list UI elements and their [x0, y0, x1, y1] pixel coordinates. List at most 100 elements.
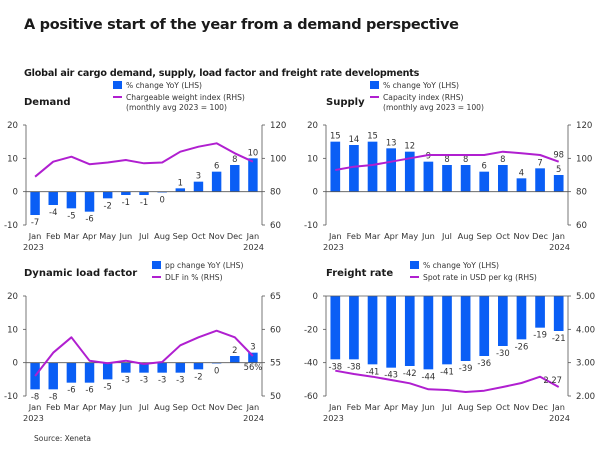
bar — [248, 158, 258, 192]
bar — [553, 296, 564, 331]
x-tick-label: Aug — [458, 231, 474, 241]
left-tick-label: 20 — [7, 292, 18, 302]
x-tick-label: Oct — [496, 402, 511, 412]
bar — [535, 168, 545, 192]
bar — [121, 191, 131, 195]
x-year-end-label: 2024 — [243, 242, 264, 252]
right-tick-label: 100 — [576, 154, 592, 164]
bar — [349, 145, 359, 192]
bar — [460, 296, 471, 361]
x-tick-label: Oct — [191, 402, 206, 412]
legend-label: % change YoY (LHS) — [126, 81, 202, 90]
bar-data-label: -43 — [384, 370, 398, 380]
bar-data-label: 4 — [519, 167, 524, 177]
bar-data-label: 7 — [537, 157, 542, 167]
x-year-end-label: 2024 — [549, 413, 570, 423]
x-tick-label: Mar — [365, 231, 381, 241]
legend-label: DLF in % (RHS) — [165, 273, 223, 282]
x-tick-label: Jan — [246, 231, 260, 241]
chart-title: Demand — [24, 97, 71, 108]
bar — [84, 191, 95, 212]
x-tick-label: Jan — [328, 402, 342, 412]
bar-data-label: -26 — [515, 341, 529, 351]
x-tick-label: Feb — [46, 402, 61, 412]
x-tick-label: Aug — [154, 231, 170, 241]
bar-data-label: -42 — [403, 368, 417, 378]
right-tick-label: 60 — [270, 325, 281, 335]
bar — [211, 171, 222, 192]
bar-data-label: -19 — [533, 330, 547, 340]
bar — [66, 191, 77, 209]
legend-bar-swatch — [370, 81, 379, 89]
x-tick-label: Nov — [209, 402, 225, 412]
bar — [121, 362, 131, 373]
x-tick-label: Apr — [384, 402, 399, 412]
left-tick-label: -10 — [304, 221, 318, 231]
bar — [193, 181, 204, 192]
x-tick-label: Feb — [46, 231, 61, 241]
bar-data-label: -3 — [176, 375, 184, 385]
legend-label: Spot rate in USD per kg (RHS) — [423, 273, 537, 282]
left-tick-label: 10 — [307, 154, 318, 164]
bar-data-label: 1 — [178, 177, 183, 187]
legend-bar-swatch — [152, 261, 161, 269]
bar — [139, 362, 149, 373]
bar — [175, 188, 186, 192]
x-tick-label: May — [99, 402, 116, 412]
bar-data-label: -38 — [328, 361, 342, 371]
page-subtitle: Global air cargo demand, supply, load fa… — [24, 68, 420, 79]
legend-label: (monthly avg 2023 = 100) — [126, 103, 227, 112]
left-tick-label: 10 — [7, 325, 18, 335]
x-tick-label: Mar — [365, 402, 381, 412]
bar — [84, 362, 95, 383]
bar — [404, 151, 415, 192]
right-tick-label: 50 — [270, 392, 281, 402]
bar-data-label: -4 — [49, 207, 57, 217]
bar-data-label: 0 — [214, 366, 219, 376]
chart-title: Supply — [326, 97, 365, 108]
x-tick-label: Jul — [138, 231, 149, 241]
x-tick-label: Oct — [191, 231, 206, 241]
legend-label: Chargeable weight index (RHS) — [126, 93, 245, 102]
right-tick-label: 80 — [576, 188, 587, 198]
right-tick-label: 60 — [576, 221, 587, 231]
left-tick-label: 20 — [7, 121, 18, 131]
x-tick-label: Aug — [458, 402, 474, 412]
bar — [48, 191, 58, 205]
bar-data-label: 5 — [556, 164, 561, 174]
bar-data-label: -7 — [31, 217, 39, 227]
chart-dlf: Dynamic load factor pp change YoY (LHS) DL… — [4, 261, 281, 423]
bar-data-label: 8 — [463, 154, 468, 164]
bar — [516, 296, 527, 340]
line-end-label: 2.27 — [543, 375, 562, 385]
x-year-start-label: 2023 — [23, 413, 44, 423]
right-tick-label: 2.00 — [576, 392, 595, 402]
bar-data-label: -3 — [140, 375, 148, 385]
bar-data-label: 6 — [482, 161, 487, 171]
x-tick-label: Jul — [138, 402, 149, 412]
legend-label: Capacity index (RHS) — [383, 93, 464, 102]
right-tick-label: 100 — [270, 154, 286, 164]
x-tick-label: Oct — [496, 231, 511, 241]
x-tick-label: May — [401, 402, 418, 412]
x-tick-label: Aug — [154, 402, 170, 412]
bar — [386, 296, 396, 368]
bar-data-label: 0 — [159, 195, 164, 205]
right-tick-label: 80 — [270, 188, 281, 198]
x-tick-label: Jun — [118, 402, 132, 412]
right-tick-label: 4.00 — [576, 325, 595, 335]
left-tick-label: -20 — [304, 325, 318, 335]
bar — [193, 362, 204, 370]
x-tick-label: Jan — [551, 231, 565, 241]
bar — [175, 362, 186, 373]
bar — [349, 296, 359, 360]
bar — [423, 161, 434, 192]
x-tick-label: May — [401, 231, 418, 241]
bar — [498, 165, 508, 192]
x-tick-label: Apr — [82, 231, 97, 241]
bar — [367, 141, 378, 192]
bar-data-label: -6 — [67, 385, 75, 395]
bar — [330, 296, 341, 360]
x-tick-label: Apr — [82, 402, 97, 412]
